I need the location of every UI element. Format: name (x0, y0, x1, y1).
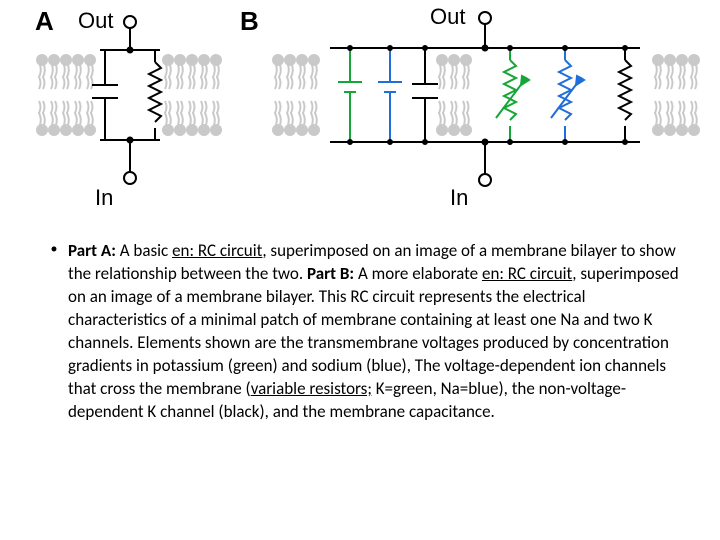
diagram-area: A Out In (0, 0, 720, 220)
na-variable-resistor (551, 48, 584, 142)
panel-b-out-label: Out (430, 4, 465, 29)
panel-a: A Out In (35, 6, 221, 210)
terminal-in-b (479, 174, 491, 186)
panel-a-out-label: Out (78, 8, 113, 33)
terminal-out-a (124, 16, 136, 28)
membrane-b (273, 55, 699, 135)
bullet-icon: • (40, 240, 68, 424)
k-variable-resistor (496, 48, 529, 142)
leak-resistor (619, 48, 631, 142)
circuit-a (92, 28, 161, 172)
panel-a-in-label: In (95, 185, 113, 210)
membrane-a (37, 55, 221, 135)
panel-b-label: B (240, 6, 259, 36)
circuit-b (330, 24, 640, 174)
membrane-capacitor (412, 48, 438, 142)
circuit-svg: A Out In (0, 0, 720, 220)
terminal-out-b (479, 12, 491, 24)
panel-a-label: A (35, 6, 54, 36)
terminal-in-a (124, 172, 136, 184)
k-battery (338, 48, 362, 142)
na-battery (378, 48, 402, 142)
panel-b: B Out In (240, 4, 699, 210)
caption: • Part A: A basic en: RC circuit, superi… (40, 240, 680, 424)
caption-text: Part A: A basic en: RC circuit, superimp… (68, 240, 680, 424)
panel-b-in-label: In (450, 185, 468, 210)
